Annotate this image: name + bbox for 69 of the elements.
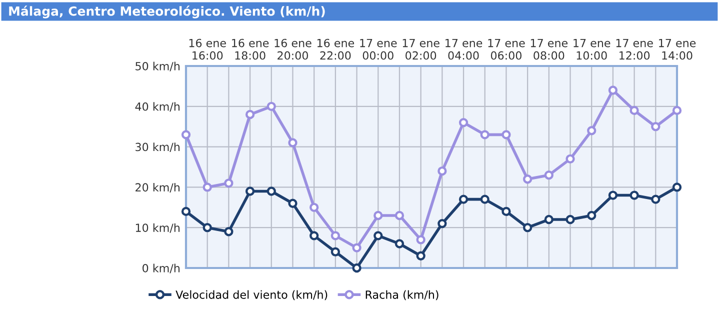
legend-label: Racha (km/h) [366,290,438,300]
point [394,239,404,248]
point [672,106,682,116]
point [480,194,490,204]
x-tick-label: 17 ene 00:00 [360,38,397,60]
point [310,231,319,240]
point [266,186,276,196]
point [416,251,426,260]
point [288,198,298,208]
x-tick-label: 16 ene 18:00 [232,38,269,60]
point [651,194,660,204]
point [608,86,618,95]
point [181,130,191,140]
y-tick-label: 30 km/h [136,142,180,152]
point [352,263,362,273]
y-tick-label: 40 km/h [135,102,180,112]
point [374,210,383,220]
point [651,122,660,132]
y-tick-label: 10 km/h [136,223,180,233]
point [352,243,362,252]
x-tick-label: 17 ene 14:00 [659,38,696,60]
point [224,178,234,188]
point [566,154,575,164]
point [587,210,596,220]
point [672,182,682,192]
point [330,247,340,256]
x-tick-label: 17 ene 04:00 [446,38,482,60]
point [202,223,212,232]
point [224,227,234,236]
point [630,190,639,200]
y-tick-label: 20 km/h [136,182,180,192]
point [522,223,532,232]
point [630,106,639,116]
x-tick-label: 17 ene 02:00 [402,38,440,60]
point [245,110,255,120]
point [310,202,319,212]
legend-label: Velocidad del viento (km/h) [176,290,328,300]
point [438,218,447,228]
x-tick-label: 16 ene 16:00 [189,38,226,60]
point [522,174,532,184]
point [587,126,596,136]
point [416,235,426,244]
point [245,186,255,196]
point [458,118,468,128]
point [566,214,575,224]
x-tick-label: 16 ene 20:00 [274,38,312,60]
x-tick-label: 17 ene 10:00 [574,38,610,60]
point [394,210,404,220]
point [288,138,298,148]
point [438,166,447,176]
point [266,102,276,111]
point [202,182,212,192]
y-tick-label: 50 km/h [136,62,180,72]
point [608,190,618,200]
point [544,170,554,180]
x-tick-label: 16 ene 22:00 [317,38,354,60]
x-tick-label: 17 ene 08:00 [530,38,568,60]
x-tick-label: 17 ene 12:00 [616,38,653,60]
point [330,231,340,240]
y-tick-label: 0 km/h [142,264,180,274]
point [544,214,554,224]
chart-title: Málaga, Centro Meteorológico. Viento (km/h) [9,6,325,18]
x-tick-label: 17 ene 06:00 [488,38,525,60]
point [502,130,511,140]
point [181,206,191,216]
point [502,206,511,216]
point [480,130,490,140]
point [458,194,468,204]
point [374,231,383,240]
